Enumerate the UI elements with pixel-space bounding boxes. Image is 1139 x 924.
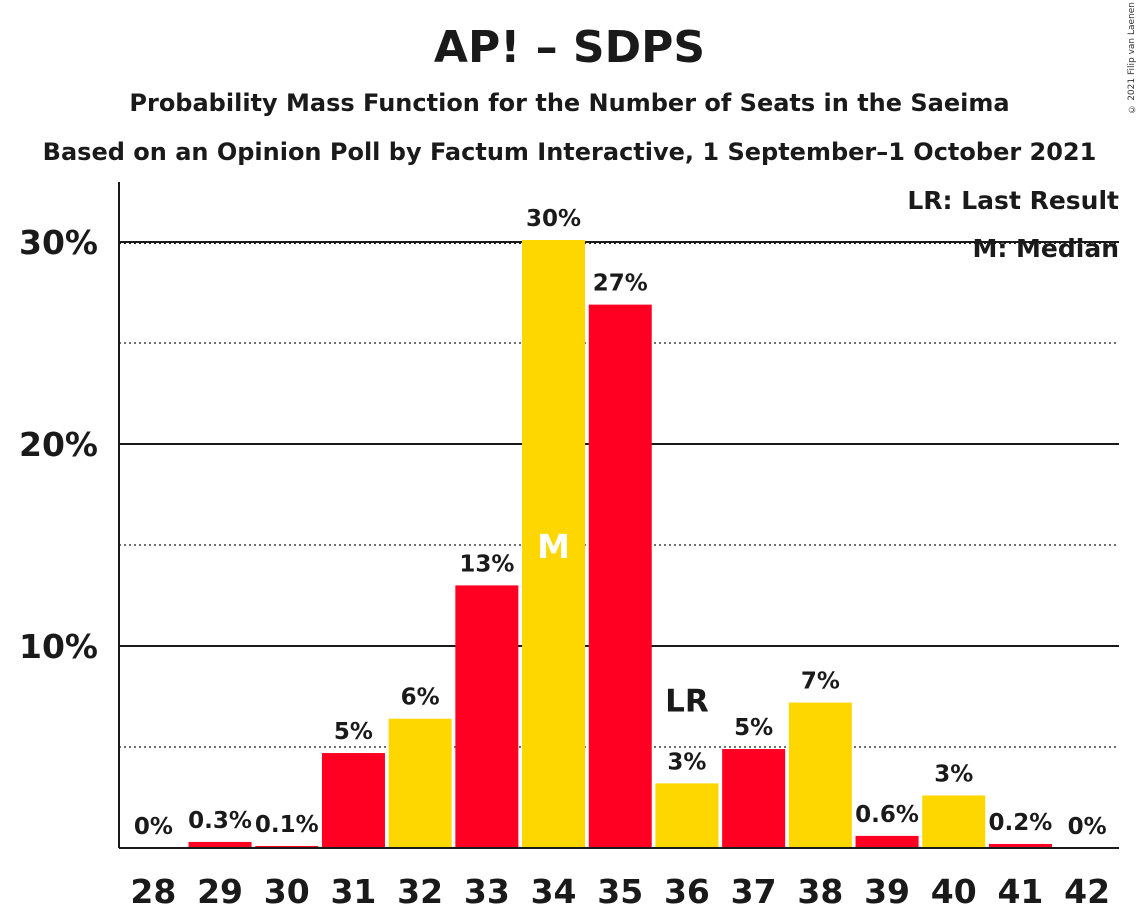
x-tick-label: 28	[130, 872, 176, 911]
x-tick-label: 35	[597, 872, 643, 911]
x-tick-label: 40	[931, 872, 977, 911]
data-label: 27%	[593, 271, 648, 297]
x-tick-label: 38	[797, 872, 843, 911]
data-label: 30%	[526, 206, 581, 232]
bar	[722, 749, 786, 848]
bar	[455, 585, 519, 848]
bar	[655, 783, 719, 848]
bar	[922, 795, 986, 848]
x-tick-label: 39	[864, 872, 910, 911]
median-marker: M	[537, 527, 570, 566]
data-label: 3%	[667, 749, 706, 775]
data-label: 0%	[134, 814, 173, 840]
x-tick-label: 41	[997, 872, 1043, 911]
x-tick-label: 37	[731, 872, 777, 911]
data-label: 0.2%	[989, 810, 1053, 836]
legend-median: M: Median	[972, 234, 1119, 263]
data-label: 7%	[801, 669, 840, 695]
x-tick-label: 29	[197, 872, 243, 911]
chart-subtitle: Probability Mass Function for the Number…	[129, 89, 1010, 117]
data-label: 13%	[459, 551, 514, 577]
bar	[588, 304, 652, 848]
bar	[855, 835, 919, 848]
last-result-marker: LR	[665, 683, 709, 719]
legend-last-result: LR: Last Result	[907, 186, 1119, 215]
data-label: 3%	[934, 761, 973, 787]
data-label: 0.3%	[188, 808, 252, 834]
bar	[988, 843, 1052, 848]
data-label: 6%	[401, 685, 440, 711]
x-tick-label: 36	[664, 872, 710, 911]
bar	[522, 239, 586, 849]
chart-title: AP! – SDPS	[433, 22, 706, 73]
x-tick-label: 31	[330, 872, 376, 911]
x-tick-label: 33	[464, 872, 510, 911]
bar	[788, 702, 852, 848]
bar	[321, 753, 385, 848]
bar	[255, 845, 319, 848]
data-label: 0.1%	[255, 812, 319, 838]
y-tick-label: 30%	[19, 223, 98, 262]
data-label: 5%	[734, 715, 773, 741]
bar	[188, 841, 252, 848]
data-label: 5%	[334, 719, 373, 745]
x-tick-label: 42	[1064, 872, 1110, 911]
y-tick-label: 10%	[19, 627, 98, 666]
bar	[388, 718, 452, 848]
y-tick-label: 20%	[19, 425, 98, 464]
x-tick-label: 32	[397, 872, 443, 911]
data-label: 0.6%	[855, 802, 919, 828]
x-tick-label: 30	[264, 872, 310, 911]
data-label: 0%	[1068, 814, 1107, 840]
chart-source: Based on an Opinion Poll by Factum Inter…	[42, 138, 1097, 166]
x-tick-label: 34	[531, 872, 577, 911]
